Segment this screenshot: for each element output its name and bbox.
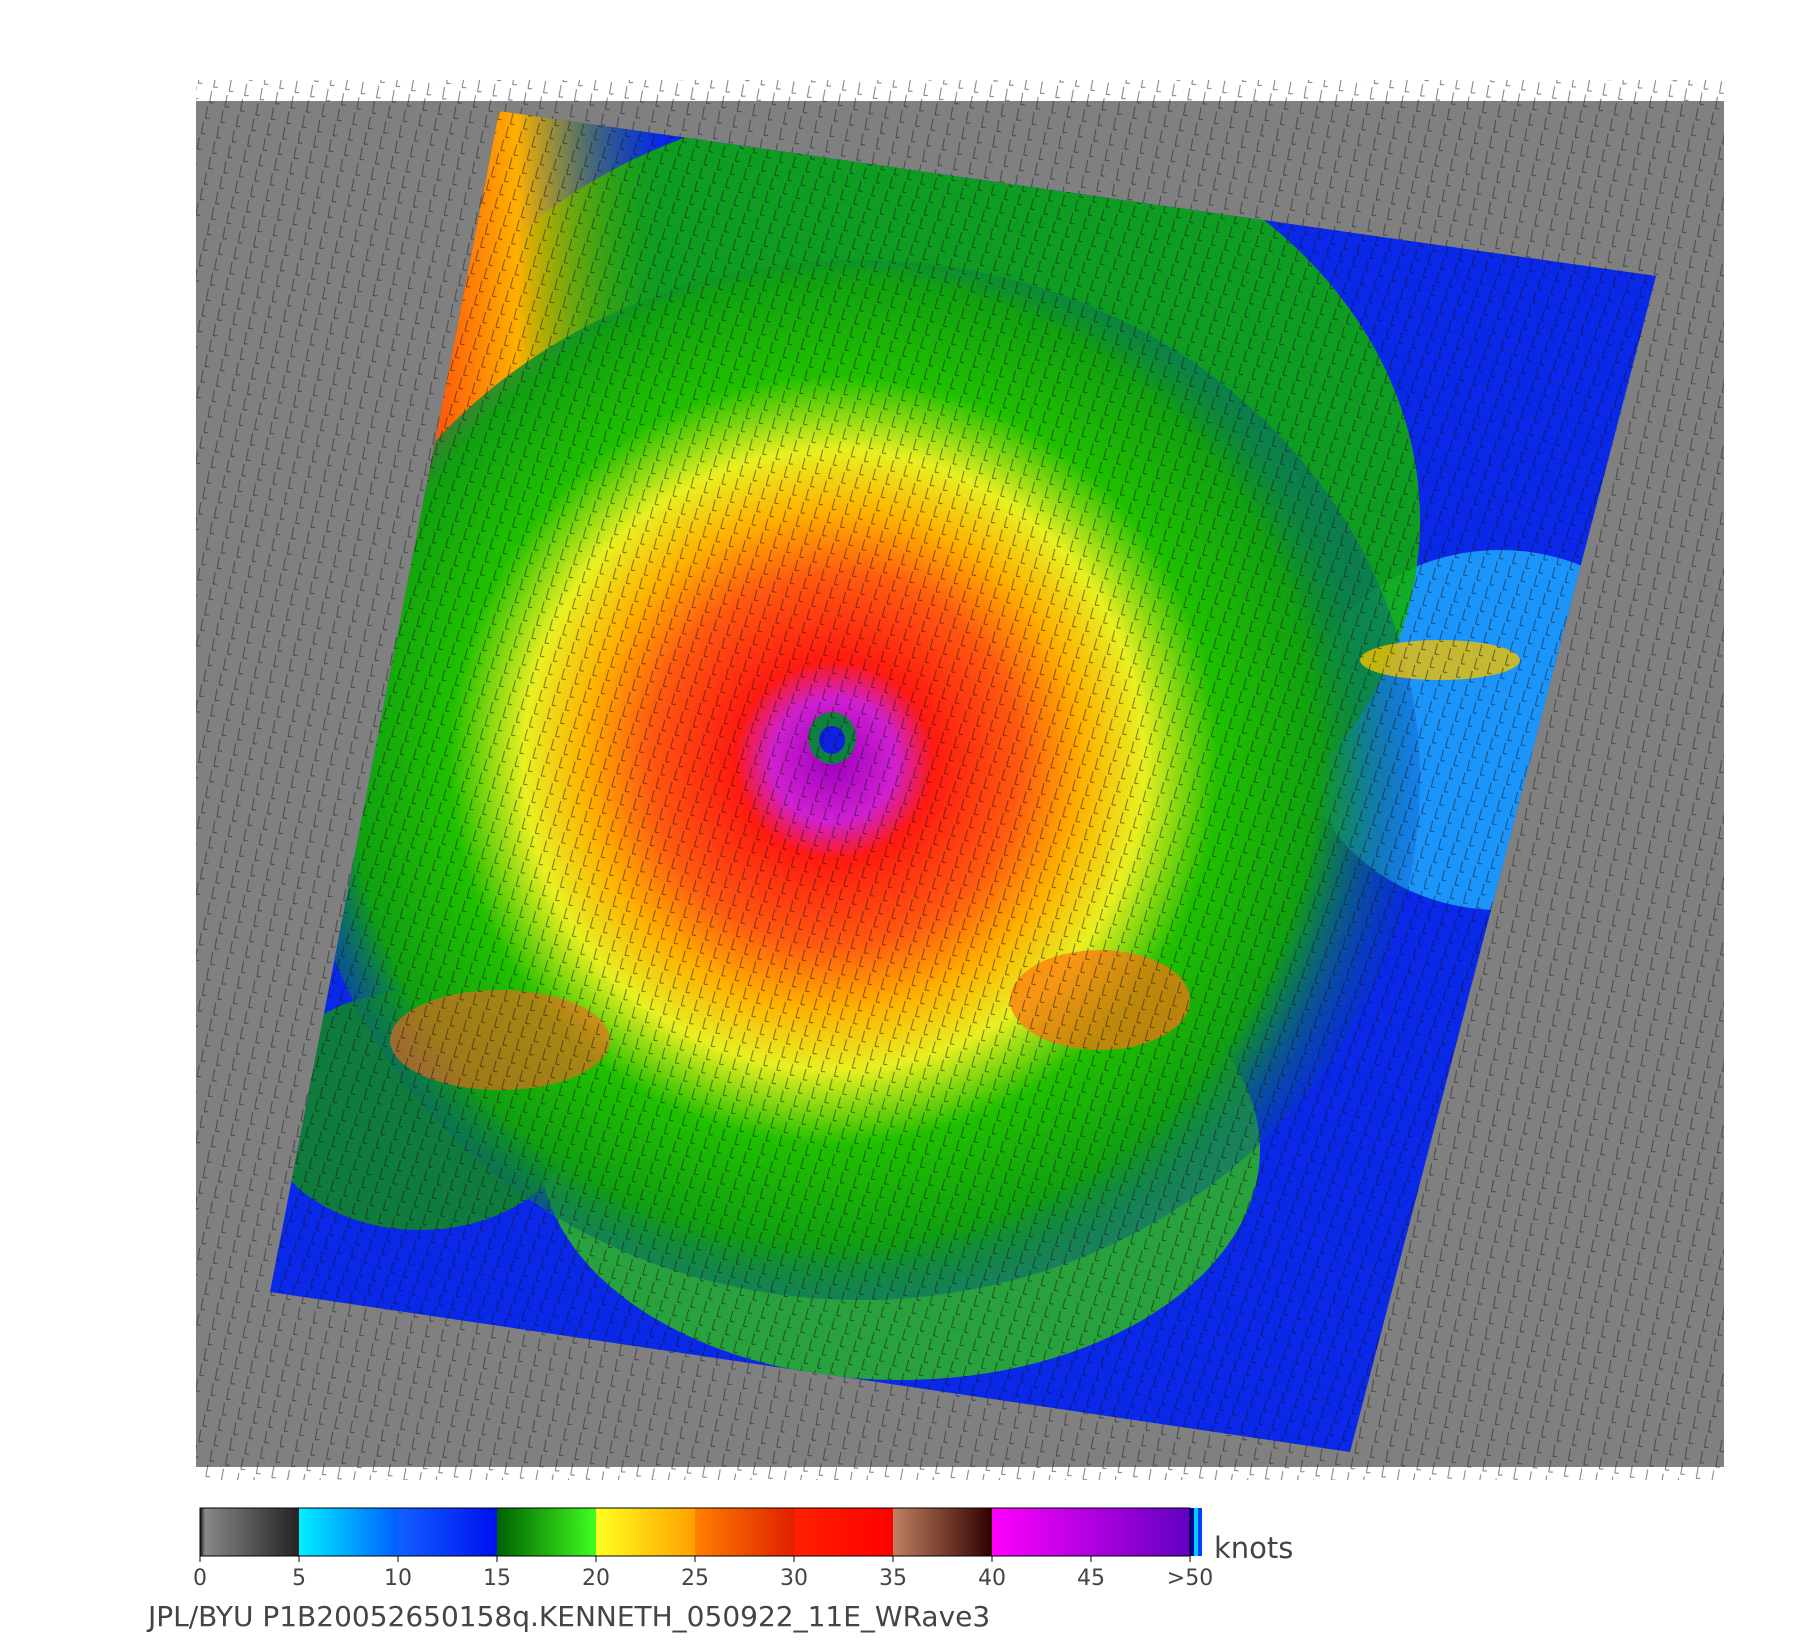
color-segment	[992, 1508, 1190, 1556]
tick-label: >50	[1167, 1566, 1213, 1591]
color-segment	[893, 1508, 992, 1556]
color-segment	[200, 1508, 299, 1556]
color-segment	[299, 1508, 398, 1556]
tick-label: 30	[780, 1566, 808, 1591]
colorbar: knots	[199, 1507, 1293, 1565]
tick-label: 5	[292, 1566, 306, 1591]
tick-label: 20	[582, 1566, 610, 1591]
tick-label: 40	[978, 1566, 1006, 1591]
color-segment	[398, 1508, 497, 1556]
tick-label: 0	[193, 1566, 207, 1591]
color-segment	[794, 1508, 893, 1556]
tick-label: 15	[483, 1566, 511, 1591]
color-segment	[695, 1508, 794, 1556]
color-segment	[497, 1508, 596, 1556]
color-segment	[1194, 1508, 1198, 1556]
color-segment	[596, 1508, 695, 1556]
tick-label: 10	[384, 1566, 412, 1591]
color-segment	[1190, 1508, 1194, 1556]
tick-label: 25	[681, 1566, 709, 1591]
colorbar-unit: knots	[1214, 1531, 1293, 1565]
caption: JPL/BYU P1B20052650158q.KENNETH_050922_1…	[146, 1600, 990, 1633]
tick-label: 35	[879, 1566, 907, 1591]
color-segment	[1198, 1508, 1202, 1556]
tick-label: 45	[1077, 1566, 1105, 1591]
